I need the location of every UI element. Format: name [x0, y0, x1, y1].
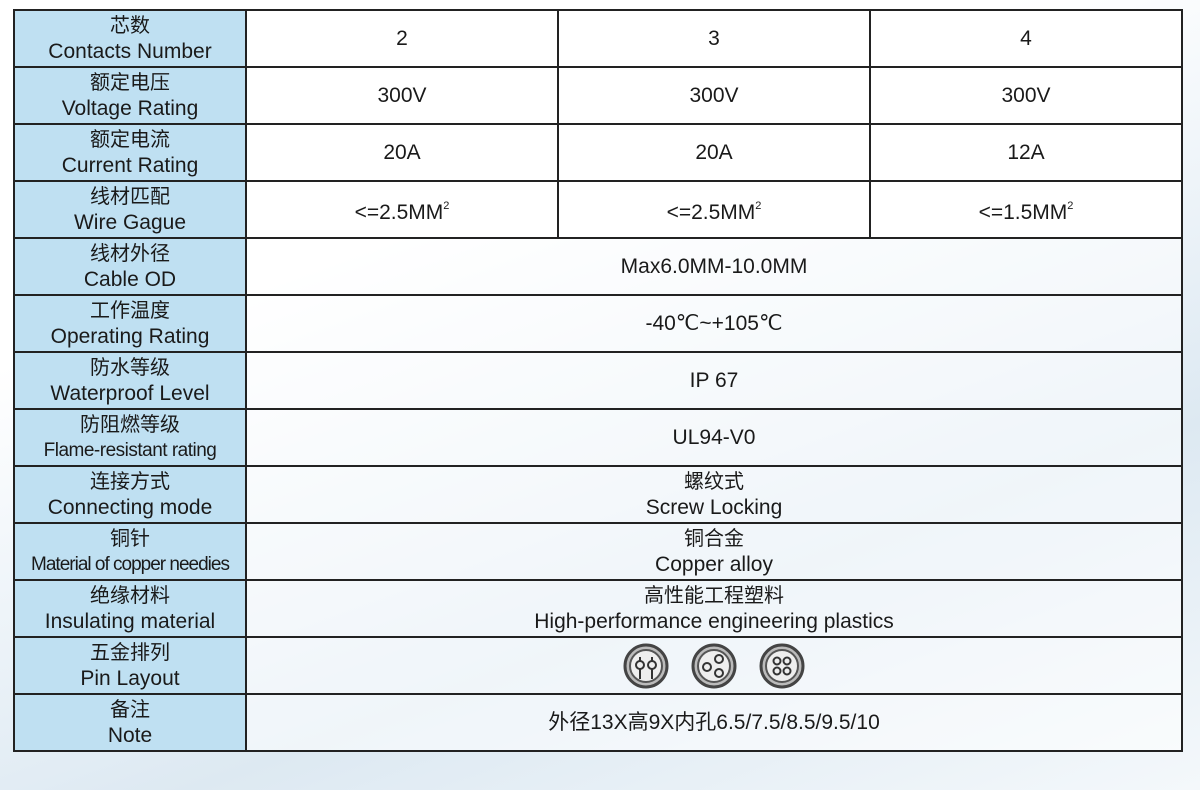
value-cell: Max6.0MM-10.0MM: [245, 237, 1183, 296]
label-en: Material of copper needies: [31, 553, 230, 575]
value-cn: 高性能工程塑料: [644, 584, 784, 607]
row-voltage-rating: 额定电压 Voltage Rating 300V 300V 300V: [13, 66, 1183, 125]
label-cn: 备注: [110, 698, 150, 721]
value-en: Screw Locking: [645, 495, 783, 519]
4-pin-layout-icon: [759, 643, 805, 688]
label-cn: 连接方式: [90, 470, 170, 493]
label-en: Wire Gague: [73, 210, 187, 234]
row-flame-resistant: 防阻燃等级 Flame-resistant rating UL94-V0: [13, 408, 1183, 467]
value-cell: 12A: [869, 123, 1183, 182]
value-cell: <=2.5MM2: [245, 180, 559, 239]
label-cn: 防阻燃等级: [80, 413, 180, 436]
label-cell: 额定电压 Voltage Rating: [13, 66, 247, 125]
value-cell: 铜合金 Copper alloy: [245, 522, 1183, 581]
label-cn: 线材匹配: [90, 185, 170, 208]
superscript: 2: [443, 200, 450, 212]
value-cell: <=1.5MM2: [869, 180, 1183, 239]
label-en: Note: [107, 723, 153, 747]
value-text: <=2.5MM: [666, 201, 756, 224]
value-cell: 2: [245, 9, 559, 68]
value-cell: [245, 636, 1183, 695]
value-cell: 高性能工程塑料 High-performance engineering plas…: [245, 579, 1183, 638]
label-en: Connecting mode: [47, 495, 213, 519]
label-en: Voltage Rating: [61, 96, 199, 120]
value-text: <=2.5MM: [354, 201, 444, 224]
label-cell: 芯数 Contacts Number: [13, 9, 247, 68]
value-cell: 20A: [245, 123, 559, 182]
row-note: 备注 Note 外径13X高9X内孔6.5/7.5/8.5/9.5/10: [13, 693, 1183, 752]
value-cell: 300V: [869, 66, 1183, 125]
value-en: Copper alloy: [655, 552, 773, 576]
label-cn: 铜针: [110, 527, 150, 550]
label-cn: 工作温度: [90, 299, 170, 322]
superscript: 2: [1067, 200, 1074, 212]
value-cn: 螺纹式: [684, 470, 744, 493]
label-cell: 线材匹配 Wire Gague: [13, 180, 247, 239]
value-cell: <=2.5MM2: [557, 180, 871, 239]
value-cell: 螺纹式 Screw Locking: [245, 465, 1183, 524]
value-cell: 4: [869, 9, 1183, 68]
label-cell: 线材外径 Cable OD: [13, 237, 247, 296]
label-cn: 线材外径: [90, 242, 170, 265]
label-cell: 五金排列 Pin Layout: [13, 636, 247, 695]
label-en: Flame-resistant rating: [43, 439, 217, 461]
value-cn: 铜合金: [684, 527, 744, 550]
label-en: Waterproof Level: [50, 381, 210, 405]
row-current-rating: 额定电流 Current Rating 20A 20A 12A: [13, 123, 1183, 182]
row-connecting-mode: 连接方式 Connecting mode 螺纹式 Screw Locking: [13, 465, 1183, 524]
label-cn: 五金排列: [90, 641, 170, 664]
row-copper-material: 铜针 Material of copper needies 铜合金 Copper a…: [13, 522, 1183, 581]
label-cell: 防水等级 Waterproof Level: [13, 351, 247, 410]
label-en: Operating Rating: [50, 324, 210, 348]
label-cn: 额定电压: [90, 71, 170, 94]
value-cell: 3: [557, 9, 871, 68]
row-wire-gauge: 线材匹配 Wire Gague <=2.5MM2 <=2.5MM2 <=1.5MM…: [13, 180, 1183, 239]
value-cell: 300V: [245, 66, 559, 125]
row-insulating-material: 绝缘材料 Insulating material 高性能工程塑料 High-perf…: [13, 579, 1183, 638]
label-en: Pin Layout: [80, 666, 180, 690]
label-cell: 铜针 Material of copper needies: [13, 522, 247, 581]
label-en: Contacts Number: [48, 39, 212, 63]
label-cell: 工作温度 Operating Rating: [13, 294, 247, 353]
value-cell: IP 67: [245, 351, 1183, 410]
row-waterproof-level: 防水等级 Waterproof Level IP 67: [13, 351, 1183, 410]
value-cell: 20A: [557, 123, 871, 182]
row-operating-rating: 工作温度 Operating Rating -40℃~+105℃: [13, 294, 1183, 353]
label-cn: 额定电流: [90, 128, 170, 151]
row-pin-layout: 五金排列 Pin Layout: [13, 636, 1183, 695]
3-pin-layout-icon: [691, 643, 737, 688]
value-text: <=1.5MM: [978, 201, 1068, 224]
value-cell: UL94-V0: [245, 408, 1183, 467]
label-cn: 绝缘材料: [90, 584, 170, 607]
label-cn: 防水等级: [90, 356, 170, 379]
label-cell: 备注 Note: [13, 693, 247, 752]
row-contacts-number: 芯数 Contacts Number 2 3 4: [13, 9, 1183, 68]
label-cn: 芯数: [110, 14, 150, 37]
label-cell: 额定电流 Current Rating: [13, 123, 247, 182]
label-cell: 绝缘材料 Insulating material: [13, 579, 247, 638]
label-cell: 防阻燃等级 Flame-resistant rating: [13, 408, 247, 467]
label-cell: 连接方式 Connecting mode: [13, 465, 247, 524]
label-en: Insulating material: [44, 609, 216, 633]
label-en: Current Rating: [61, 153, 199, 177]
spec-table: 芯数 Contacts Number 2 3 4 额定电压 Voltage Rati…: [13, 9, 1183, 752]
value-cell: -40℃~+105℃: [245, 294, 1183, 353]
pin-layout-images: [247, 643, 1181, 689]
value-cell: 300V: [557, 66, 871, 125]
value-cell: 外径13X高9X内孔6.5/7.5/8.5/9.5/10: [245, 693, 1183, 752]
label-en: Cable OD: [83, 267, 177, 291]
value-en: High-performance engineering plastics: [534, 609, 894, 633]
row-cable-od: 线材外径 Cable OD Max6.0MM-10.0MM: [13, 237, 1183, 296]
2-pin-layout-icon: [623, 643, 669, 688]
superscript: 2: [755, 200, 762, 212]
